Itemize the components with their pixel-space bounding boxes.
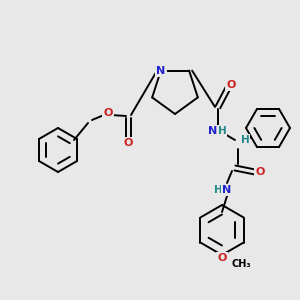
Text: O: O <box>226 80 236 90</box>
Text: H: H <box>241 135 249 145</box>
Text: O: O <box>103 108 113 118</box>
Text: H: H <box>218 126 226 136</box>
Text: CH₃: CH₃ <box>232 259 252 269</box>
Text: H: H <box>214 185 222 195</box>
Text: N: N <box>208 126 217 136</box>
Text: O: O <box>255 167 265 177</box>
Text: O: O <box>217 253 227 263</box>
Text: N: N <box>222 185 232 195</box>
Text: O: O <box>123 138 133 148</box>
Text: N: N <box>156 66 166 76</box>
